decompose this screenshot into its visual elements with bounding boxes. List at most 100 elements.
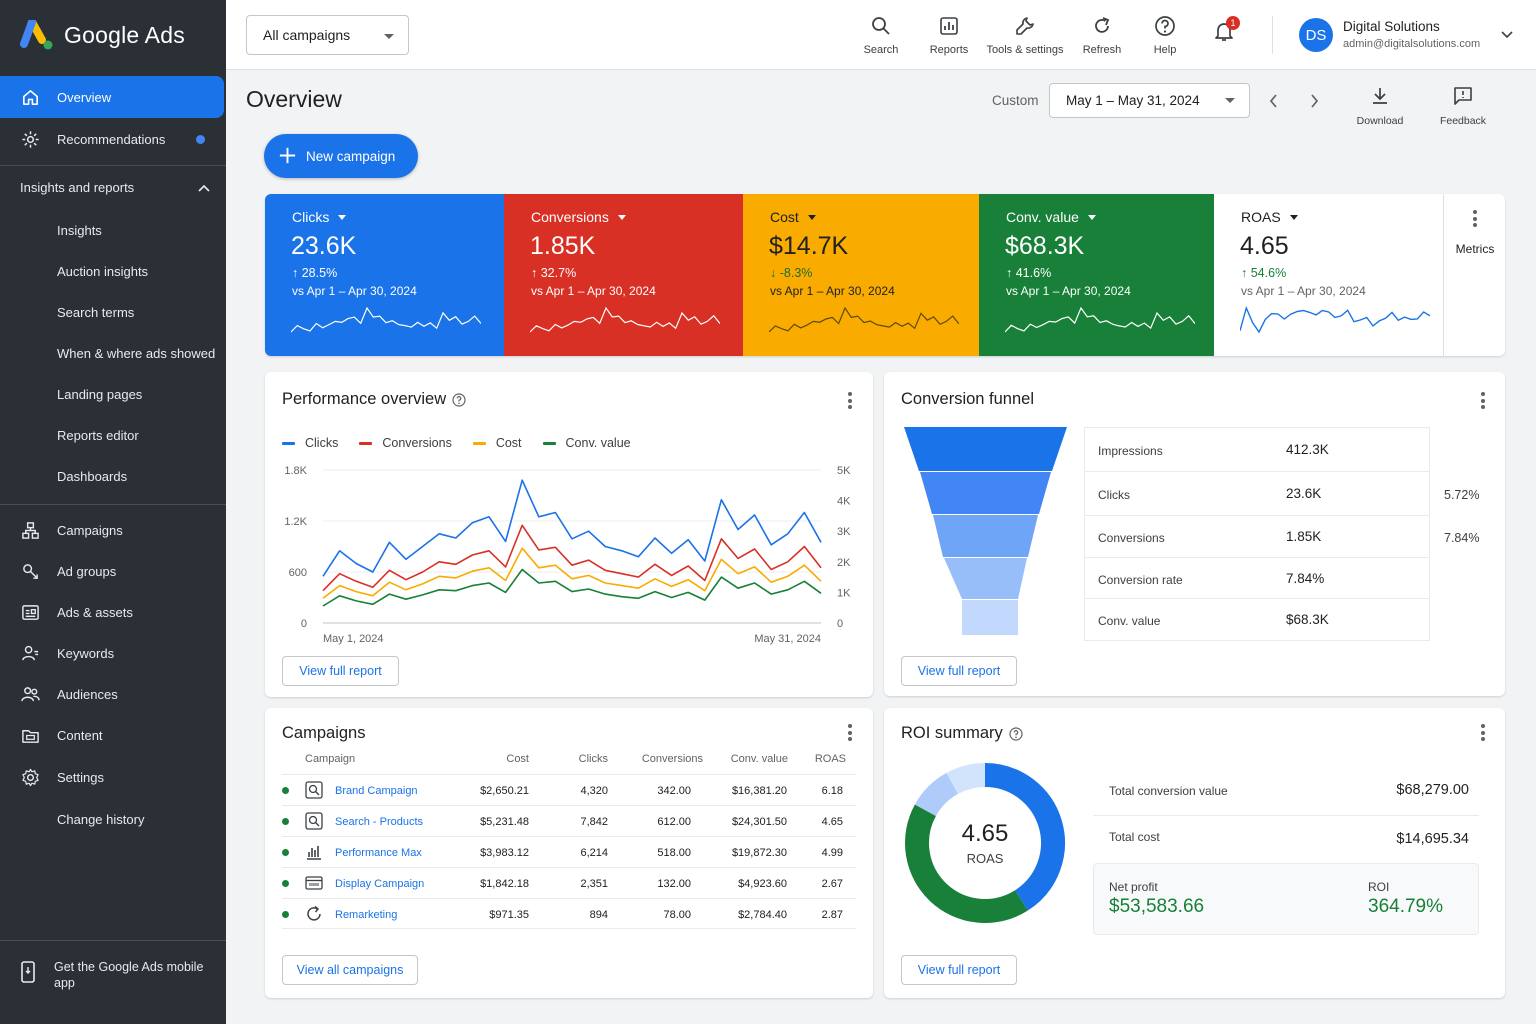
download-button[interactable]: Download [1350,86,1410,127]
performance-view-full-report-button[interactable]: View full report [282,656,399,686]
status-enabled-dot [282,849,289,856]
help-tool[interactable]: Help [1142,14,1188,56]
more-vert-icon[interactable] [848,724,852,744]
reports-tool[interactable]: Reports [926,14,972,56]
cell-conversions: 78.00 [663,909,691,921]
column-header[interactable]: Clicks [578,753,608,765]
content-icon [20,725,40,745]
column-header[interactable]: Cost [506,753,529,765]
nav-audiences[interactable]: Audiences [0,674,226,714]
metric-name[interactable]: Conv. value [1006,209,1096,225]
nav-ads-assets[interactable]: Ads & assets [0,592,226,632]
metric-tile-cost[interactable]: Cost $14.7K ↓ -8.3% vs Apr 1 – Apr 30, 2… [743,194,979,356]
mobile-app-promo[interactable]: Get the Google Ads mobile app [0,940,226,1024]
ad-groups-icon [20,561,40,581]
nav-insights[interactable]: Insights [0,210,226,250]
nav-when-where[interactable]: When & where ads showed [0,333,226,373]
chevron-down-icon[interactable] [1501,31,1513,39]
campaign-link[interactable]: Display Campaign [335,878,425,890]
insights-group-toggle[interactable]: Insights and reports [20,180,210,195]
table-row[interactable]: Brand Campaign $2,650.21 4,320 342.00 $1… [282,774,856,805]
legend-clicks[interactable]: Clicks [282,436,338,450]
y-tick-left: 600 [289,567,307,579]
previous-period-button[interactable] [1264,92,1282,110]
cell-clicks: 7,842 [580,816,608,828]
legend-conv-value[interactable]: Conv. value [542,436,631,450]
column-header[interactable]: ROAS [814,753,846,765]
table-row[interactable]: Search - Products $5,231.48 7,842 612.00… [282,805,856,836]
nav-search-terms[interactable]: Search terms [0,292,226,332]
metric-name[interactable]: ROAS [1241,209,1298,225]
campaign-link[interactable]: Brand Campaign [335,785,418,797]
metric-tile-conv-value[interactable]: Conv. value $68.3K ↑ 41.6% vs Apr 1 – Ap… [979,194,1214,356]
nav-dashboards[interactable]: Dashboards [0,456,226,496]
funnel-view-full-report-button[interactable]: View full report [901,656,1017,686]
tools-settings[interactable]: Tools & settings [982,14,1068,56]
new-campaign-button[interactable]: New campaign [264,134,418,178]
nav-settings[interactable]: Settings [0,757,226,797]
legend-cost[interactable]: Cost [472,436,522,450]
metric-name[interactable]: Cost [770,209,816,225]
campaigns-icon [20,520,40,540]
avatar[interactable]: DS [1299,18,1333,52]
search-tool[interactable]: Search [858,14,904,56]
more-vert-icon[interactable] [848,392,852,412]
metric-tile-clicks[interactable]: Clicks 23.6K ↑ 28.5% vs Apr 1 – Apr 30, … [265,194,504,356]
total-cost-row: Total cost $14,695.34 [1093,816,1479,862]
more-vert-icon[interactable] [1481,724,1485,744]
column-header[interactable]: Conv. value [730,753,788,765]
metric-change: ↑ 28.5% [292,266,338,280]
campaign-link[interactable]: Search - Products [335,816,424,828]
table-row[interactable]: Performance Max $3,983.12 6,214 518.00 $… [282,836,856,867]
help-icon[interactable] [452,392,466,407]
next-period-button[interactable] [1305,92,1323,110]
funnel-stage-conversions [933,515,1038,557]
column-header[interactable]: Conversions [641,753,703,765]
feedback-button[interactable]: Feedback [1433,86,1493,127]
campaign-link[interactable]: Remarketing [335,909,398,921]
nav-keywords[interactable]: Keywords [0,633,226,673]
nav-ad-groups[interactable]: Ad groups [0,551,226,591]
metric-name[interactable]: Conversions [531,209,626,225]
metric-tile-roas[interactable]: ROAS 4.65 ↑ 54.6% vs Apr 1 – Apr 30, 202… [1214,194,1443,356]
google-ads-logo[interactable]: Google Ads [20,18,185,52]
help-icon[interactable] [1009,726,1023,741]
y-tick-right: 0 [837,618,843,630]
notifications-button[interactable]: 1 [1212,16,1240,45]
page-title: Overview [246,86,342,112]
net-profit-label: Net profit [1109,880,1158,894]
metrics-menu[interactable]: Metrics [1443,194,1505,356]
campaign-link[interactable]: Performance Max [335,847,422,859]
nav-change-history[interactable]: Change history [0,799,226,839]
table-row[interactable]: Remarketing $971.35 894 78.00 $2,784.40 … [282,898,856,929]
metric-compare: vs Apr 1 – Apr 30, 2024 [531,284,656,298]
roi-view-full-report-button[interactable]: View full report [901,955,1017,985]
cell-clicks: 4,320 [580,785,608,797]
metric-name[interactable]: Clicks [292,209,347,225]
recommendations-dot [196,134,205,144]
view-all-campaigns-button[interactable]: View all campaigns [282,955,418,985]
nav-landing-pages[interactable]: Landing pages [0,374,226,414]
total-conversion-value-label: Total conversion value [1109,784,1228,798]
campaigns-title: Campaigns [282,724,366,742]
more-vert-icon[interactable] [1481,392,1485,412]
metric-tile-conversions[interactable]: Conversions 1.85K ↑ 32.7% vs Apr 1 – Apr… [504,194,743,356]
notification-badge: 1 [1226,16,1240,30]
topbar-divider [1272,16,1273,54]
nav-content[interactable]: Content [0,715,226,755]
nav-reports-editor[interactable]: Reports editor [0,415,226,455]
nav-recommendations[interactable]: Recommendations [0,119,226,159]
date-range-select[interactable]: May 1 – May 31, 2024 [1049,83,1250,118]
nav-auction-insights[interactable]: Auction insights [0,251,226,291]
roi-donut-chart [905,763,1065,923]
refresh-tool[interactable]: Refresh [1079,14,1125,56]
table-row[interactable]: Display Campaign $1,842.18 2,351 132.00 … [282,867,856,898]
more-vert-icon [1473,210,1477,230]
column-header[interactable]: Campaign [305,753,356,765]
legend-conversions[interactable]: Conversions [359,436,452,450]
account-name[interactable]: Digital Solutions [1343,19,1440,34]
campaign-select[interactable]: All campaigns [246,15,409,55]
nav-overview[interactable]: Overview [0,76,224,118]
nav-campaigns[interactable]: Campaigns [0,510,226,550]
ads-assets-icon [20,602,40,622]
